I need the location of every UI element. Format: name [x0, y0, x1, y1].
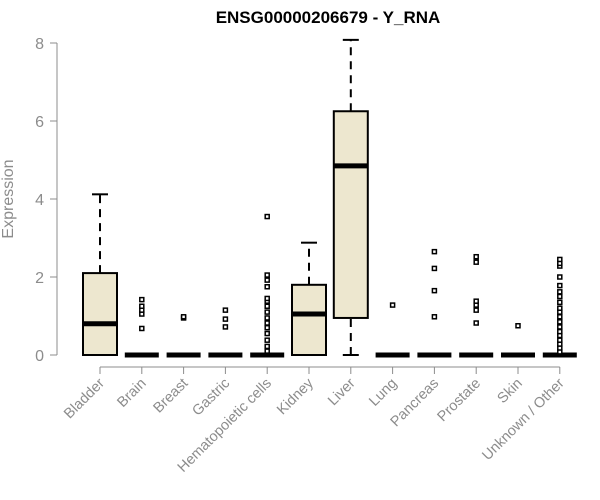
- outlier-point: [264, 337, 270, 343]
- y-tick-label: 4: [35, 192, 44, 209]
- outlier-point: [264, 295, 270, 302]
- outlier-point: [557, 337, 563, 343]
- outlier-point: [557, 319, 563, 325]
- outlier-point: [557, 274, 563, 280]
- outlier-point: [264, 324, 270, 331]
- y-axis: 0 2 4 6 8: [35, 36, 58, 365]
- outlier-point: [431, 248, 438, 255]
- x-tick-label: Brain: [114, 376, 149, 411]
- box-iqr: [332, 110, 369, 319]
- outlier-point: [473, 320, 479, 326]
- outlier-point: [557, 289, 563, 295]
- box-group-breast: [166, 314, 201, 358]
- outlier-point: [264, 272, 270, 278]
- y-tick-label: 6: [35, 114, 44, 131]
- outlier-point: [557, 328, 563, 335]
- outlier-point: [139, 303, 145, 309]
- outlier-point: [557, 256, 563, 263]
- x-tick-label: Liver: [325, 375, 359, 409]
- y-tick-label: 8: [35, 36, 44, 53]
- outlier-point: [431, 265, 438, 272]
- x-tick-label: Lung: [366, 376, 400, 410]
- box-group-pancreas: [417, 248, 452, 358]
- x-tick-label: Bladder: [61, 375, 108, 422]
- box-group-unknown-other: [542, 256, 577, 358]
- outlier-point: [431, 287, 438, 294]
- box-group-skin: [501, 323, 535, 358]
- outlier-point: [557, 282, 563, 289]
- box-group-brain: [124, 296, 159, 358]
- outlier-point: [515, 323, 521, 329]
- x-tick-label: Breast: [150, 376, 191, 417]
- y-tick-label: 0: [35, 348, 44, 365]
- chart-title: ENSG00000206679 - Y_RNA: [216, 8, 441, 27]
- outlier-point: [264, 309, 270, 315]
- x-tick-label: Skin: [495, 376, 526, 407]
- outlier-point: [557, 305, 563, 311]
- outlier-point: [264, 303, 270, 309]
- y-axis-label: Expression: [0, 159, 17, 238]
- box-iqr: [82, 272, 118, 357]
- outlier-point: [473, 259, 479, 265]
- outlier-point: [264, 284, 270, 290]
- outlier-point: [264, 348, 270, 354]
- outlier-point: [557, 293, 563, 300]
- outlier-point: [557, 314, 563, 320]
- outlier-point: [264, 213, 270, 220]
- outlier-point: [389, 302, 396, 308]
- box-group-hematopoietic-cells: [250, 213, 285, 358]
- box-iqr: [291, 283, 327, 356]
- box-group-liver: [332, 38, 369, 356]
- outlier-point: [180, 314, 187, 320]
- outlier-point: [222, 316, 229, 322]
- outlier-point: [222, 307, 229, 313]
- y-tick-label: 2: [35, 270, 44, 287]
- box-group-gastric: [208, 307, 243, 358]
- x-tick-label: Kidney: [274, 375, 317, 418]
- outlier-point: [473, 253, 479, 260]
- outlier-point: [431, 314, 438, 320]
- outlier-point: [473, 298, 479, 304]
- x-tick-label: Prostate: [435, 376, 484, 425]
- outlier-point: [264, 330, 270, 337]
- outlier-point: [473, 307, 479, 313]
- outlier-point: [264, 343, 270, 350]
- outlier-point: [139, 325, 145, 332]
- outlier-point: [264, 315, 270, 321]
- outlier-point: [139, 296, 145, 303]
- outlier-point: [222, 324, 229, 330]
- box-group-kidney: [291, 241, 327, 356]
- outlier-point: [557, 324, 563, 330]
- box-group-bladder: [82, 193, 118, 357]
- outlier-point: [557, 299, 563, 306]
- box-group-prostate: [459, 253, 494, 358]
- plot-area: [82, 38, 577, 358]
- outlier-point: [264, 277, 270, 283]
- box-group-lung: [375, 302, 410, 358]
- outlier-point: [264, 320, 270, 326]
